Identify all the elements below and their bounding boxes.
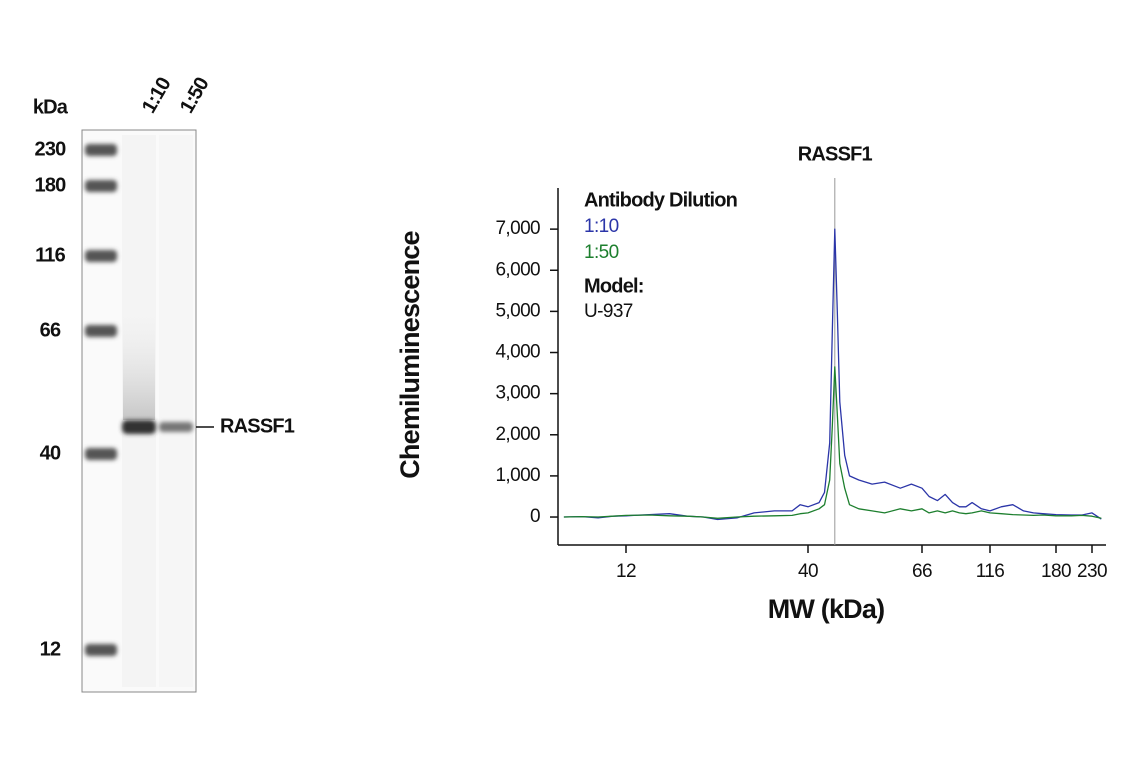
marker-label: 230	[35, 138, 67, 160]
ladder-band	[85, 325, 117, 337]
unit-label: kDa	[33, 96, 69, 118]
chart: 0 1,000 2,000 3,000 4,000 5,000 6,000 7,000 12 40…	[395, 143, 1107, 624]
ladder-band	[85, 448, 117, 460]
series-line	[563, 366, 1102, 519]
ladder-band	[85, 144, 117, 156]
series-line	[563, 228, 1102, 521]
ladder-band	[85, 250, 117, 262]
x-tick-label: 12	[616, 561, 636, 582]
x-tick-label: 230	[1077, 561, 1107, 582]
y-tick-label: 4,000	[495, 342, 540, 363]
legend-entry: 1:50	[584, 242, 619, 263]
marker-label: 40	[40, 442, 61, 464]
y-tick-label: 2,000	[495, 424, 540, 445]
y-tick-label: 7,000	[495, 218, 540, 239]
x-tick-label: 40	[798, 561, 818, 582]
marker-label: 116	[35, 244, 66, 266]
sample-band	[122, 420, 156, 434]
x-tick-label: 180	[1041, 561, 1071, 582]
lane-label: 1:50	[176, 74, 214, 117]
sample-band	[159, 422, 193, 432]
y-tick-label: 3,000	[495, 383, 540, 404]
marker-label: 66	[40, 319, 61, 341]
lane	[159, 135, 193, 687]
y-tick-label: 5,000	[495, 300, 540, 321]
x-tick-label: 116	[976, 561, 1005, 582]
ladder-band	[85, 180, 117, 192]
smear	[123, 290, 155, 420]
marker-label: 12	[40, 638, 61, 660]
annotation-label: RASSF1	[798, 143, 873, 165]
model-label: Model:	[584, 275, 644, 297]
ladder-band	[85, 644, 117, 656]
y-tick-label: 6,000	[495, 259, 540, 280]
lane-label: 1:10	[138, 74, 176, 117]
y-tick-label: 1,000	[495, 465, 540, 486]
marker-label: 180	[35, 174, 67, 196]
x-tick-label: 66	[912, 561, 932, 582]
model-value: U-937	[584, 301, 633, 322]
y-tick-label: 0	[530, 506, 540, 527]
legend-title: Antibody Dilution	[584, 189, 737, 211]
y-axis-label: Chemiluminescence	[395, 230, 425, 478]
band-label: RASSF1	[220, 415, 295, 437]
x-axis-label: MW (kDa)	[768, 594, 885, 624]
legend-entry: 1:10	[584, 216, 619, 237]
